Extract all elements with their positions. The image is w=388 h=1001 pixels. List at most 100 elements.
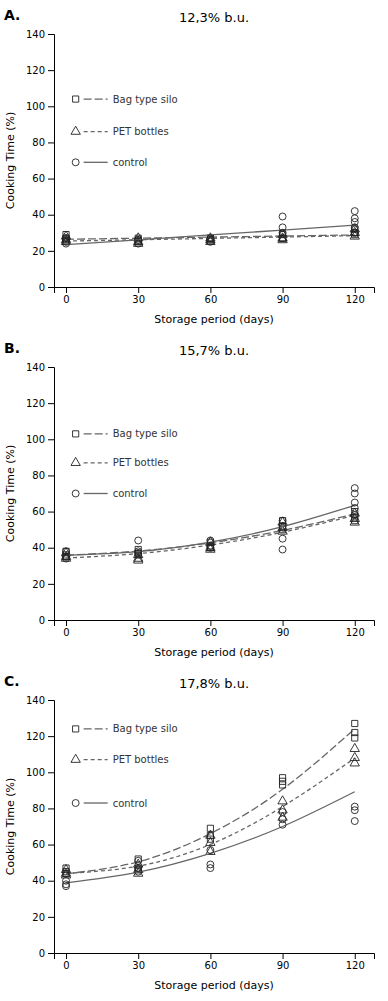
- tick: 30: [132, 953, 145, 971]
- tick-mark: [138, 620, 139, 626]
- fit-line: [66, 514, 355, 555]
- scatter-point: [135, 548, 142, 555]
- tick: 90: [277, 620, 290, 638]
- panel: 0306090120020406080100120140Bag type sil…: [4, 7, 375, 326]
- scatter-point: [279, 546, 286, 553]
- tick: 60: [205, 287, 218, 305]
- tick-label: 90: [277, 627, 290, 638]
- legend-label: Bag type silo: [113, 723, 178, 734]
- legend-swatch: [84, 462, 108, 463]
- tick-label: 100: [26, 434, 45, 445]
- tick-label: 120: [26, 398, 45, 409]
- tick-label: 0: [39, 948, 45, 959]
- legend-swatch: [84, 802, 108, 803]
- tick-mark: [48, 475, 54, 476]
- tick-mark: [48, 439, 54, 440]
- tick: 0: [63, 953, 69, 971]
- legend-label: Bag type silo: [113, 428, 178, 439]
- tick-mark: [48, 142, 54, 143]
- tick-label: 0: [63, 294, 69, 305]
- tick: 90: [277, 953, 290, 971]
- tick-label: 140: [26, 29, 45, 40]
- legend-label: PET bottles: [113, 457, 169, 468]
- scatter-point: [279, 517, 286, 524]
- y-axis: 020406080100120140: [26, 29, 55, 293]
- tick: 20: [32, 912, 54, 923]
- fit-line: [66, 515, 355, 558]
- fit-line: [66, 729, 355, 874]
- fit-line: [66, 225, 355, 245]
- tick: 140: [26, 362, 54, 373]
- axis-line: [55, 954, 375, 960]
- tick: 80: [32, 803, 54, 814]
- scatter-point: [352, 729, 358, 735]
- tick-label: 20: [32, 912, 45, 923]
- scatter-point: [279, 816, 286, 823]
- tick-mark: [48, 620, 54, 621]
- scatter-point: [135, 865, 142, 872]
- figure: 0 30 60 90 120 0 20 40 60 80 100 120 140 Bag type sil…: [0, 0, 388, 1001]
- scatter-point: [279, 809, 286, 816]
- title: 17,8% b.u.: [179, 676, 249, 691]
- tick-mark: [48, 70, 54, 71]
- tick-label: 40: [32, 875, 45, 886]
- tick-label: 80: [32, 470, 45, 481]
- tick: 120: [26, 65, 54, 76]
- fit-line: [66, 505, 355, 555]
- tick-mark: [138, 287, 139, 293]
- tick-label: 100: [26, 101, 45, 112]
- tick-label: 60: [32, 173, 45, 184]
- tick: 60: [32, 506, 54, 517]
- tick-mark: [48, 34, 54, 35]
- scatter-point: [350, 758, 359, 766]
- scatter-point: [63, 555, 70, 562]
- scatter-point: [207, 235, 214, 242]
- tick-mark: [283, 620, 284, 626]
- axis-line: [48, 701, 55, 954]
- scatter-point: [279, 535, 286, 542]
- plot-area: [61, 720, 359, 889]
- tick-mark: [48, 251, 54, 252]
- panel-label: C.: [4, 673, 20, 689]
- scatter-point: [351, 208, 358, 215]
- scatter-point: [206, 846, 215, 854]
- tick-label: 90: [277, 294, 290, 305]
- panel: 0306090120020406080100120140Bag type sil…: [4, 673, 375, 992]
- tick: 30: [132, 287, 145, 305]
- tick-label: 20: [32, 246, 45, 257]
- scatter-point: [207, 847, 214, 854]
- tick: 120: [26, 731, 54, 742]
- legend-label: PET bottles: [113, 754, 169, 765]
- tick: 40: [32, 542, 54, 553]
- tick-mark: [66, 620, 67, 626]
- tick: 0: [63, 620, 69, 638]
- scatter-point: [63, 548, 70, 555]
- scatter-point: [135, 237, 142, 244]
- tick: 0: [39, 615, 54, 626]
- scatter-point: [279, 224, 286, 231]
- legend-point: [73, 96, 79, 102]
- panel-label: A.: [4, 7, 20, 23]
- x-axis-title: Storage period (days): [154, 313, 274, 326]
- tick-mark: [210, 287, 211, 293]
- tick: 60: [32, 839, 54, 850]
- tick-mark: [48, 367, 54, 368]
- scatter-point: [351, 803, 358, 810]
- tick-mark: [48, 808, 54, 809]
- legend-point: [71, 457, 80, 465]
- tick: 140: [26, 29, 54, 40]
- tick-label: 140: [26, 362, 45, 373]
- scatter-point: [351, 512, 358, 519]
- legend-swatch: [84, 759, 108, 760]
- tick-label: 40: [32, 542, 45, 553]
- scatter-point: [63, 877, 70, 884]
- tick-mark: [355, 620, 356, 626]
- fit-line: [66, 792, 355, 883]
- tick-label: 100: [26, 767, 45, 778]
- scatter-point: [351, 818, 358, 825]
- legend-label: Bag type silo: [113, 94, 178, 105]
- scatter-point: [61, 864, 70, 872]
- tick: 0: [63, 287, 69, 305]
- panel-label: B.: [4, 340, 20, 356]
- tick-label: 0: [63, 627, 69, 638]
